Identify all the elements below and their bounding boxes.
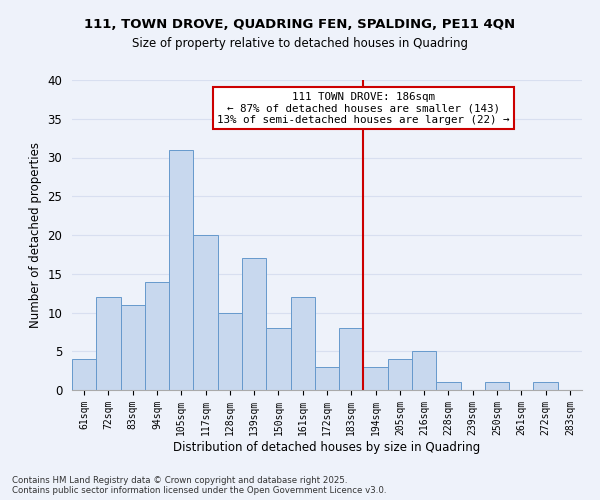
Bar xyxy=(72,359,96,390)
Bar xyxy=(388,359,412,390)
Bar xyxy=(218,312,242,390)
Bar xyxy=(169,150,193,390)
Bar xyxy=(242,258,266,390)
Bar xyxy=(412,351,436,390)
Bar xyxy=(96,297,121,390)
Bar xyxy=(364,367,388,390)
Bar xyxy=(266,328,290,390)
X-axis label: Distribution of detached houses by size in Quadring: Distribution of detached houses by size … xyxy=(173,440,481,454)
Text: Size of property relative to detached houses in Quadring: Size of property relative to detached ho… xyxy=(132,38,468,51)
Text: 111 TOWN DROVE: 186sqm
← 87% of detached houses are smaller (143)
13% of semi-de: 111 TOWN DROVE: 186sqm ← 87% of detached… xyxy=(217,92,509,125)
Bar xyxy=(485,382,509,390)
Bar xyxy=(290,297,315,390)
Bar xyxy=(121,304,145,390)
Bar xyxy=(436,382,461,390)
Bar xyxy=(533,382,558,390)
Bar xyxy=(315,367,339,390)
Bar xyxy=(145,282,169,390)
Bar xyxy=(339,328,364,390)
Y-axis label: Number of detached properties: Number of detached properties xyxy=(29,142,42,328)
Text: Contains HM Land Registry data © Crown copyright and database right 2025.
Contai: Contains HM Land Registry data © Crown c… xyxy=(12,476,386,495)
Text: 111, TOWN DROVE, QUADRING FEN, SPALDING, PE11 4QN: 111, TOWN DROVE, QUADRING FEN, SPALDING,… xyxy=(85,18,515,30)
Bar xyxy=(193,235,218,390)
